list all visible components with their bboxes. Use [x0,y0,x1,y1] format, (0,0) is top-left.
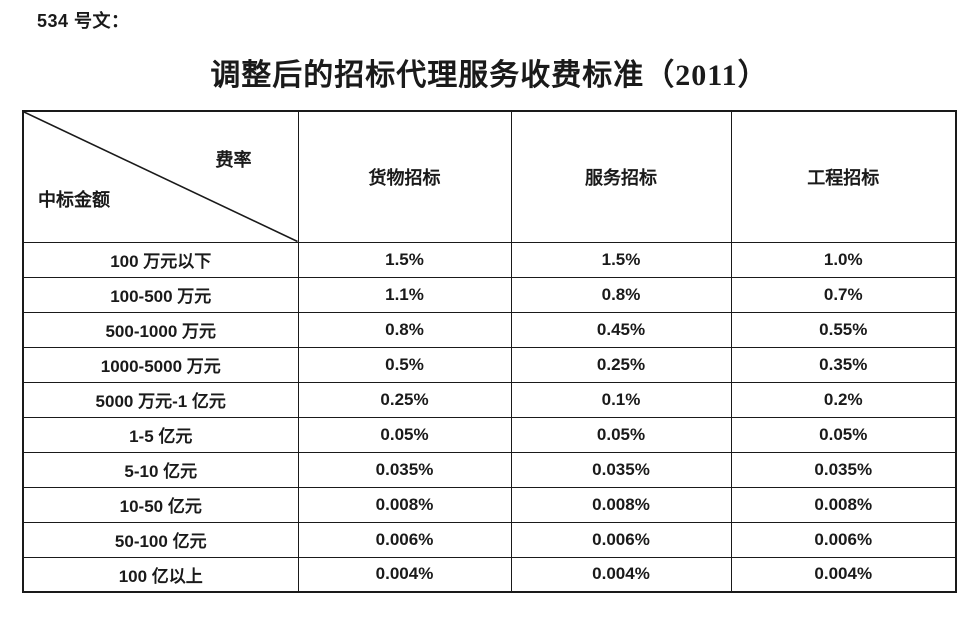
row-label: 10-50 亿元 [22,486,299,523]
rate-cell: 0.035% [510,451,732,488]
doc-number-label: 534 号文： [37,11,130,31]
rate-cell: 0.035% [730,451,957,488]
row-label: 1-5 亿元 [22,416,299,453]
table-row: 1000-5000 万元 0.5% 0.25% 0.35% [22,346,957,383]
table-row: 5000 万元-1 亿元 0.25% 0.1% 0.2% [22,381,957,418]
rate-cell: 0.2% [730,381,957,418]
diagonal-divider-line [24,112,298,242]
table-row: 100 万元以下 1.5% 1.5% 1.0% [22,241,957,278]
rate-cell: 0.25% [297,381,512,418]
rate-cell: 0.008% [730,486,957,523]
fee-rate-table: 费率 中标金额 货物招标 服务招标 工程招标 100 万元以下 1.5% 1.5… [22,110,957,593]
header-row: 费率 中标金额 货物招标 服务招标 工程招标 [22,110,957,243]
rate-cell: 0.006% [297,521,512,558]
rate-cell: 0.45% [510,311,732,348]
rate-cell: 0.5% [297,346,512,383]
rate-cell: 0.05% [297,416,512,453]
rate-cell: 1.5% [297,241,512,278]
rate-cell: 0.25% [510,346,732,383]
rate-cell: 0.004% [510,556,732,593]
row-label: 5-10 亿元 [22,451,299,488]
row-label: 100 万元以下 [22,241,299,278]
table-row: 100 亿以上 0.004% 0.004% 0.004% [22,556,957,593]
rate-cell: 0.35% [730,346,957,383]
rate-cell: 0.008% [297,486,512,523]
row-label: 50-100 亿元 [22,521,299,558]
corner-header-cell: 费率 中标金额 [22,110,299,243]
row-label: 100 亿以上 [22,556,299,593]
table-row: 1-5 亿元 0.05% 0.05% 0.05% [22,416,957,453]
rate-cell: 0.7% [730,276,957,313]
rate-cell: 0.006% [510,521,732,558]
table-row: 5-10 亿元 0.035% 0.035% 0.035% [22,451,957,488]
page-title: 调整后的招标代理服务收费标准（2011） [210,59,769,92]
row-label: 100-500 万元 [22,276,299,313]
rate-cell: 0.8% [297,311,512,348]
column-header-services: 服务招标 [510,110,732,243]
corner-label-rate: 费率 [215,150,252,170]
rate-cell: 0.05% [730,416,957,453]
column-header-engineering: 工程招标 [730,110,957,243]
rate-cell: 0.05% [510,416,732,453]
rate-cell: 0.006% [730,521,957,558]
rate-cell: 1.5% [510,241,732,278]
rate-cell: 0.008% [510,486,732,523]
table-row: 100-500 万元 1.1% 0.8% 0.7% [22,276,957,313]
rate-cell: 0.55% [730,311,957,348]
rate-cell: 0.1% [510,381,732,418]
rate-cell: 0.8% [510,276,732,313]
table-row: 500-1000 万元 0.8% 0.45% 0.55% [22,311,957,348]
row-label: 500-1000 万元 [22,311,299,348]
rate-cell: 0.004% [730,556,957,593]
rate-cell: 1.1% [297,276,512,313]
column-header-goods: 货物招标 [297,110,512,243]
rate-cell: 0.004% [297,556,512,593]
corner-label-amount: 中标金额 [38,189,110,210]
rate-cell: 0.035% [297,451,512,488]
table-row: 50-100 亿元 0.006% 0.006% 0.006% [22,521,957,558]
row-label: 5000 万元-1 亿元 [22,381,299,418]
table-row: 10-50 亿元 0.008% 0.008% 0.008% [22,486,957,523]
row-label: 1000-5000 万元 [22,346,299,383]
rate-cell: 1.0% [730,241,957,278]
